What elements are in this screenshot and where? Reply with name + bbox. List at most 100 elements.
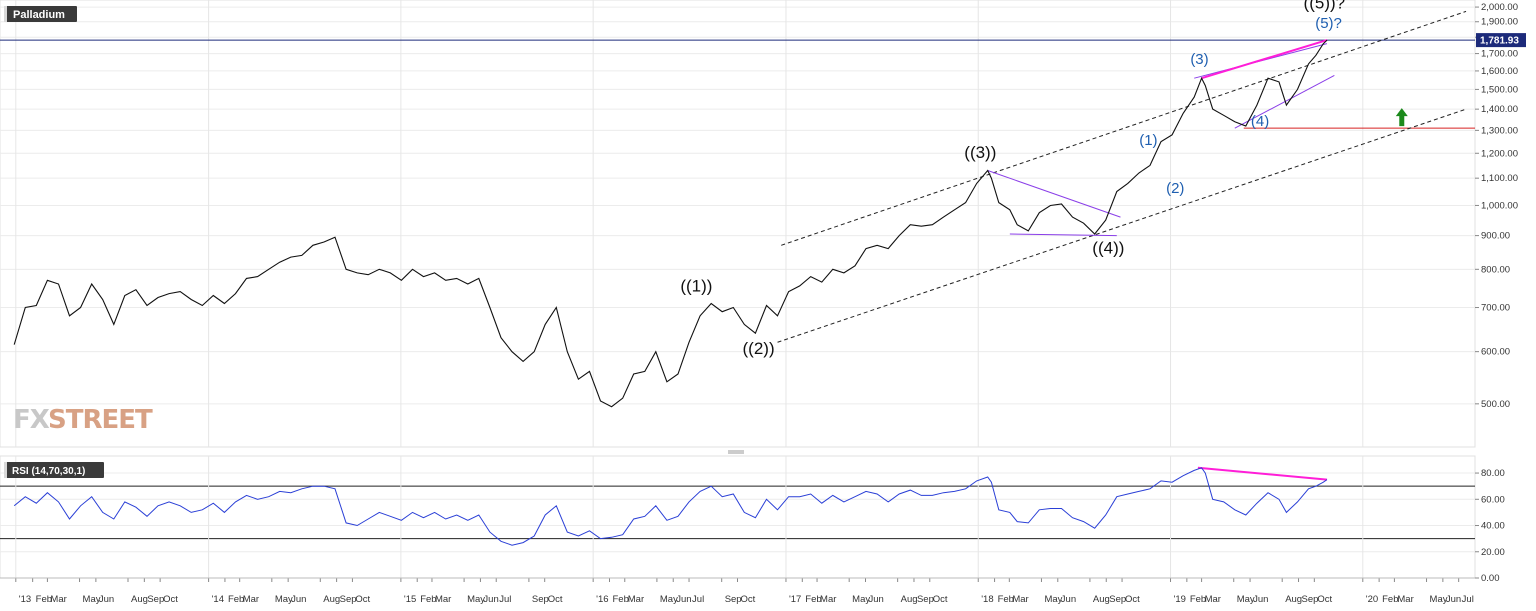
date-tick-label: Aug [1093, 594, 1110, 605]
date-tick-label: Aug [323, 594, 340, 605]
wave-label: (3) [1190, 51, 1208, 68]
date-tick-label: Sep [1302, 594, 1319, 605]
date-tick-label: Feb [36, 594, 52, 605]
date-tick-label: Jun [483, 594, 498, 605]
lower-channel-line [777, 108, 1467, 343]
date-tick-label: Feb [228, 594, 244, 605]
date-tick-label: Jun [1253, 594, 1268, 605]
date-tick-label: Jun [1061, 594, 1076, 605]
wave-label: ((1)) [680, 277, 712, 296]
rsi-tick-label: 40.00 [1481, 521, 1505, 532]
price-divergence-line [1201, 39, 1328, 80]
price-tick-label: 1,300.00 [1481, 125, 1518, 136]
price-tick-label: 1,600.00 [1481, 66, 1518, 77]
date-tick-label: Oct [548, 594, 563, 605]
panel-resize-handle[interactable] [727, 450, 745, 454]
date-tick-label: Oct [1317, 594, 1332, 605]
x-grid [15, 0, 1364, 578]
rsi-title: RSI (14,70,30,1) [12, 466, 85, 477]
price-tick-label: 700.00 [1481, 303, 1510, 314]
wave-labels: ((1)) ((2)) ((3)) ((4)) ((5))? (1) (2) (3) (4) (5… [680, 0, 1345, 358]
date-tick-label: Feb [805, 594, 821, 605]
wave-label: (2) [1166, 180, 1184, 197]
price-y-axis: 500.00 600.00 700.00 800.00 900.00 1,000.00 1,… [1475, 2, 1526, 410]
date-tick-label: Jun [869, 594, 884, 605]
price-overlays [0, 10, 1475, 343]
date-tick-label: '16 [596, 594, 608, 605]
price-title: Palladium [13, 9, 65, 21]
date-tick-label: Mar [435, 594, 451, 605]
last-price-label: 1,781.93 [1480, 36, 1519, 47]
price-tick-label: 1,900.00 [1481, 17, 1518, 28]
date-tick-label: Jun [291, 594, 306, 605]
date-tick-label: Feb [1382, 594, 1398, 605]
date-tick-label: '18 [981, 594, 993, 605]
rsi-tick-label: 60.00 [1481, 494, 1505, 505]
rsi-y-axis: 0.00 20.00 40.00 60.00 80.00 [1475, 468, 1505, 584]
rsi-tick-label: 80.00 [1481, 468, 1505, 479]
wave-label: (1) [1139, 132, 1157, 149]
green-arrow-icon [1395, 108, 1408, 127]
date-tick-label: Feb [420, 594, 436, 605]
date-tick-label: Mar [820, 594, 836, 605]
date-tick-label: '20 [1366, 594, 1378, 605]
price-tick-label: 1,400.00 [1481, 104, 1518, 115]
price-tick-label: 500.00 [1481, 399, 1510, 410]
date-tick-label: Mar [1205, 594, 1221, 605]
date-tick-label: Aug [131, 594, 148, 605]
price-tick-label: 1,500.00 [1481, 84, 1518, 95]
date-tick-label: Oct [163, 594, 178, 605]
date-tick-label: Jul [499, 594, 511, 605]
price-tick-label: 1,100.00 [1481, 173, 1518, 184]
wave-label: (4) [1251, 113, 1269, 130]
rsi-overlays [1197, 466, 1328, 481]
rsi-title-box: RSI (14,70,30,1) [4, 462, 104, 478]
date-tick-label: Jul [692, 594, 704, 605]
date-tick-label: May [1237, 594, 1255, 605]
date-tick-label: Aug [901, 594, 918, 605]
price-tick-label: 1,200.00 [1481, 148, 1518, 159]
wave4-minor-channel [1234, 74, 1335, 129]
price-title-box: Palladium [4, 6, 77, 22]
date-tick-label: Aug [1285, 594, 1302, 605]
logo-street-text: STREET [48, 405, 153, 435]
wave4-upper-line [987, 169, 1121, 218]
fxstreet-logo: FX STREET [13, 405, 154, 435]
date-tick-label: Mar [1397, 594, 1413, 605]
date-tick-label: Oct [933, 594, 948, 605]
date-tick-label: Sep [147, 594, 164, 605]
date-tick-label: May [83, 594, 101, 605]
date-tick-label: '15 [404, 594, 416, 605]
date-tick-label: Mar [628, 594, 644, 605]
date-tick-label: May [1430, 594, 1448, 605]
date-tick-label: Sep [725, 594, 742, 605]
date-tick-label: Jun [1446, 594, 1461, 605]
rsi-divergence-line [1197, 466, 1328, 481]
logo-fx-text: FX [13, 405, 50, 435]
price-series [13, 39, 1328, 408]
last-price-box [1476, 33, 1526, 48]
date-tick-label: Sep [1109, 594, 1126, 605]
date-tick-label: Sep [340, 594, 357, 605]
date-tick-label: Jun [676, 594, 691, 605]
date-tick-label: Oct [741, 594, 756, 605]
date-tick-label: Oct [355, 594, 370, 605]
date-tick-label: Sep [917, 594, 934, 605]
date-tick-label: Feb [612, 594, 628, 605]
date-tick-label: '14 [212, 594, 224, 605]
price-tick-label: 600.00 [1481, 347, 1510, 358]
date-tick-label: Oct [1125, 594, 1140, 605]
date-tick-label: Mar [243, 594, 259, 605]
price-panel [0, 0, 1476, 448]
date-tick-label: '17 [789, 594, 801, 605]
date-tick-label: '13 [19, 594, 31, 605]
date-tick-label: Jun [99, 594, 114, 605]
date-tick-label: May [660, 594, 678, 605]
date-tick-label: Feb [998, 594, 1014, 605]
date-tick-label: May [275, 594, 293, 605]
date-tick-label: May [852, 594, 870, 605]
price-tick-label: 1,000.00 [1481, 200, 1518, 211]
rsi-series [13, 467, 1328, 546]
